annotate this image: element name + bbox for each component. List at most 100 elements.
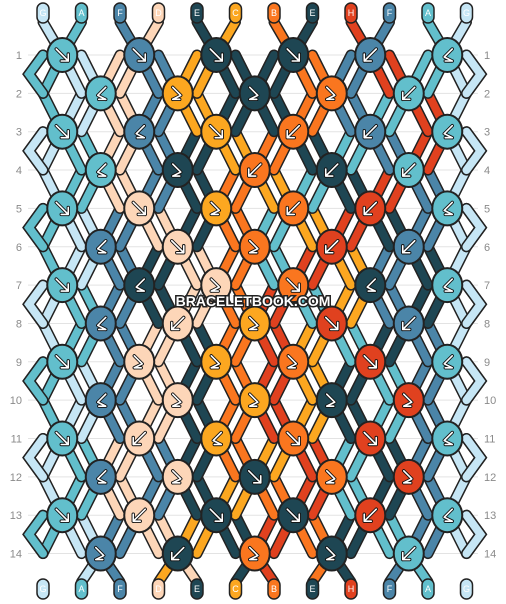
- knot: [277, 497, 310, 534]
- string-letter: A: [425, 584, 431, 594]
- knot: [277, 420, 310, 457]
- row-number-left: 4: [16, 165, 22, 177]
- row-number-right: 13: [484, 510, 496, 522]
- knot-arrow-icon: [55, 48, 70, 62]
- knot-arrow-icon: [286, 278, 301, 292]
- string-letter: A: [425, 8, 431, 18]
- knot-arrow-icon: [443, 354, 454, 369]
- knot: [200, 113, 233, 150]
- knot-arrow-icon: [325, 546, 336, 561]
- knot-arrow-icon: [287, 354, 298, 369]
- knot-arrow-icon: [248, 86, 259, 101]
- row-number-right: 6: [484, 242, 490, 254]
- knot-arrow-icon: [132, 508, 147, 523]
- knot: [354, 343, 387, 380]
- knot: [46, 420, 79, 457]
- knot-arrow-icon: [170, 546, 185, 561]
- knot-arrow-icon: [443, 124, 454, 139]
- knot: [200, 420, 233, 457]
- string-end-tab: [113, 2, 127, 24]
- thread-segment: [24, 511, 47, 558]
- knot-arrow-icon: [363, 431, 378, 446]
- knot: [238, 458, 271, 495]
- string-letter: G: [463, 584, 470, 594]
- knot: [200, 37, 233, 73]
- knot: [238, 152, 271, 189]
- string-end-tab: [228, 578, 243, 600]
- thread-segment: [24, 357, 47, 405]
- knot-arrow-icon: [132, 48, 147, 62]
- string-letter: A: [78, 584, 84, 594]
- knot: [431, 267, 464, 304]
- knot-arrow-icon: [96, 86, 107, 101]
- knot: [431, 420, 464, 457]
- knot: [277, 343, 310, 380]
- knot: [354, 37, 387, 73]
- knot-arrow-icon: [443, 508, 454, 523]
- knot-arrow-icon: [96, 393, 107, 407]
- knot: [161, 535, 194, 572]
- knot: [84, 535, 117, 572]
- knot-arrow-icon: [210, 354, 221, 369]
- knot-arrow-icon: [96, 470, 107, 484]
- knot: [315, 305, 348, 342]
- knot-arrow-icon: [212, 431, 223, 446]
- thread-segment: [462, 511, 486, 558]
- knot-arrow-icon: [248, 393, 259, 407]
- knot-arrow-icon: [363, 124, 378, 139]
- knot: [123, 37, 156, 73]
- knot-arrow-icon: [55, 431, 70, 446]
- knot: [431, 37, 464, 73]
- row-number-right: 3: [484, 127, 490, 139]
- knot: [431, 113, 464, 150]
- knot: [238, 228, 271, 265]
- knot: [161, 75, 194, 112]
- knot-arrow-icon: [324, 163, 339, 177]
- knot-arrow-icon: [325, 470, 336, 484]
- knot: [315, 75, 348, 112]
- row-number-left: 7: [16, 280, 22, 292]
- row-number-left: 2: [16, 88, 22, 100]
- knot-arrow-icon: [286, 124, 301, 139]
- string-end-tab: [382, 578, 397, 600]
- thread-segment: [24, 51, 47, 98]
- knot: [431, 497, 464, 534]
- string-letter: G: [39, 584, 46, 594]
- knot-arrow-icon: [286, 508, 301, 523]
- knot: [392, 75, 425, 112]
- knot-arrow-icon: [133, 354, 144, 369]
- knot-arrow-icon: [363, 201, 378, 216]
- string-letter: B: [271, 8, 277, 18]
- knot-arrow-icon: [170, 239, 185, 254]
- string-letter: A: [78, 8, 84, 18]
- row-number-right: 7: [484, 280, 490, 292]
- knot: [84, 458, 117, 495]
- knot: [238, 382, 271, 419]
- knot: [277, 113, 310, 150]
- knot-arrow-icon: [248, 316, 259, 331]
- row-number-right: 12: [484, 472, 496, 484]
- row-number-left: 10: [10, 395, 22, 407]
- knot: [161, 458, 194, 495]
- knot: [277, 37, 310, 73]
- knot-arrow-icon: [55, 354, 70, 369]
- knot: [315, 228, 348, 265]
- string-end-tab: [228, 2, 243, 24]
- knot: [238, 305, 271, 342]
- knot: [277, 190, 310, 227]
- string-ends: G A F D E C B E H F A G G A F D E C B E H F A G: [36, 2, 474, 600]
- string-end-tab: [421, 578, 435, 600]
- knot: [84, 228, 117, 265]
- knot: [392, 458, 425, 495]
- row-number-right: 2: [484, 88, 490, 100]
- knot-arrow-icon: [55, 124, 70, 139]
- knot-arrow-icon: [170, 316, 185, 331]
- knot: [123, 497, 156, 534]
- string-letter: E: [309, 584, 315, 594]
- string-end-tab: [305, 578, 320, 600]
- knot: [161, 228, 194, 265]
- row-number-left: 3: [16, 127, 22, 139]
- knot: [123, 190, 156, 227]
- knot-arrow-icon: [325, 86, 336, 101]
- string-end-tab: [151, 578, 166, 600]
